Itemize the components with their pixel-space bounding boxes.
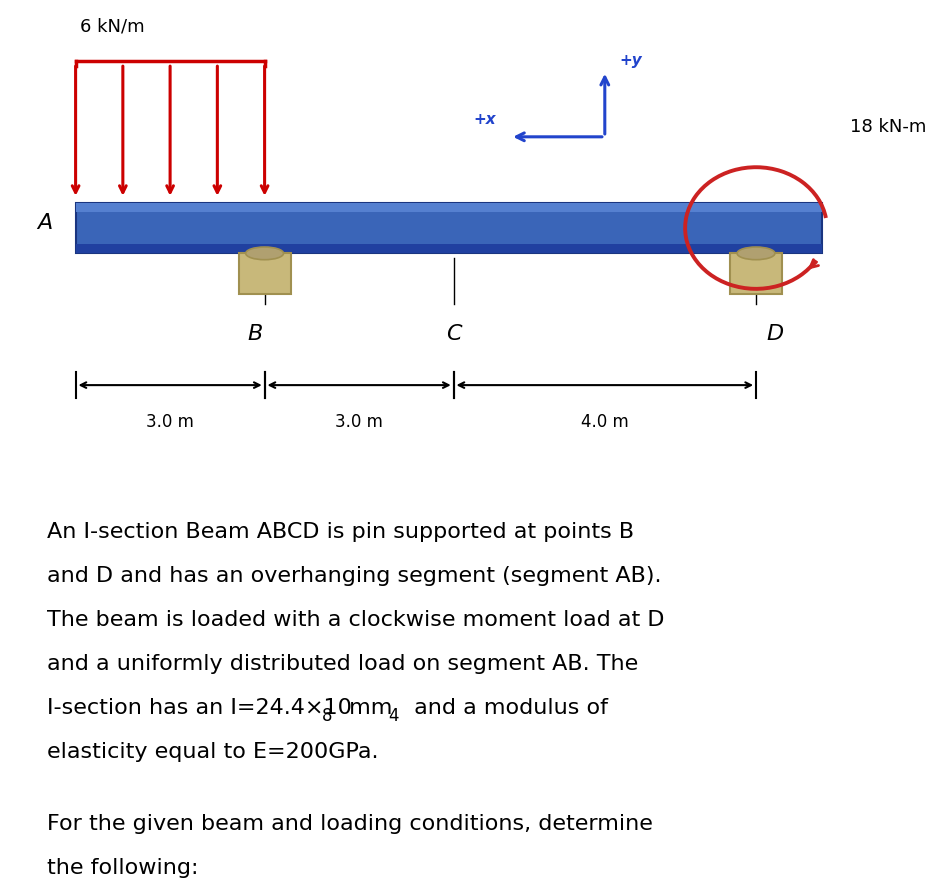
Ellipse shape bbox=[736, 247, 774, 260]
Text: 6 kN/m: 6 kN/m bbox=[80, 18, 144, 36]
Text: 4: 4 bbox=[387, 708, 397, 725]
Text: 3.0 m: 3.0 m bbox=[146, 413, 194, 431]
Text: the following:: the following: bbox=[46, 858, 198, 878]
Text: and D and has an overhanging segment (segment AB).: and D and has an overhanging segment (se… bbox=[46, 565, 661, 586]
Text: and a uniformly distributed load on segment AB. The: and a uniformly distributed load on segm… bbox=[46, 653, 637, 674]
Text: For the given beam and loading conditions, determine: For the given beam and loading condition… bbox=[46, 814, 652, 834]
Bar bbox=[238, 253, 291, 294]
Text: The beam is loaded with a clockwise moment load at D: The beam is loaded with a clockwise mome… bbox=[46, 610, 664, 629]
Bar bbox=[76, 203, 821, 253]
Text: C: C bbox=[446, 324, 461, 344]
Text: I-section has an I=24.4×10: I-section has an I=24.4×10 bbox=[46, 698, 351, 718]
Bar bbox=[76, 244, 821, 253]
Text: mm: mm bbox=[341, 698, 392, 718]
Text: +y: +y bbox=[618, 53, 641, 68]
Text: +x: +x bbox=[473, 112, 496, 126]
Bar bbox=[729, 253, 782, 294]
Text: 4.0 m: 4.0 m bbox=[581, 413, 628, 431]
Text: 18 kN-m: 18 kN-m bbox=[850, 117, 926, 136]
Text: 8: 8 bbox=[322, 708, 332, 725]
Bar bbox=[76, 203, 821, 212]
Text: A: A bbox=[37, 213, 52, 233]
Ellipse shape bbox=[245, 247, 283, 260]
Text: 3.0 m: 3.0 m bbox=[335, 413, 382, 431]
Text: elasticity equal to E=200GPa.: elasticity equal to E=200GPa. bbox=[46, 742, 378, 762]
Text: D: D bbox=[766, 324, 783, 344]
Text: B: B bbox=[247, 324, 262, 344]
Text: An I-section Beam ABCD is pin supported at points B: An I-section Beam ABCD is pin supported … bbox=[46, 522, 633, 541]
Text: and a modulus of: and a modulus of bbox=[407, 698, 608, 718]
